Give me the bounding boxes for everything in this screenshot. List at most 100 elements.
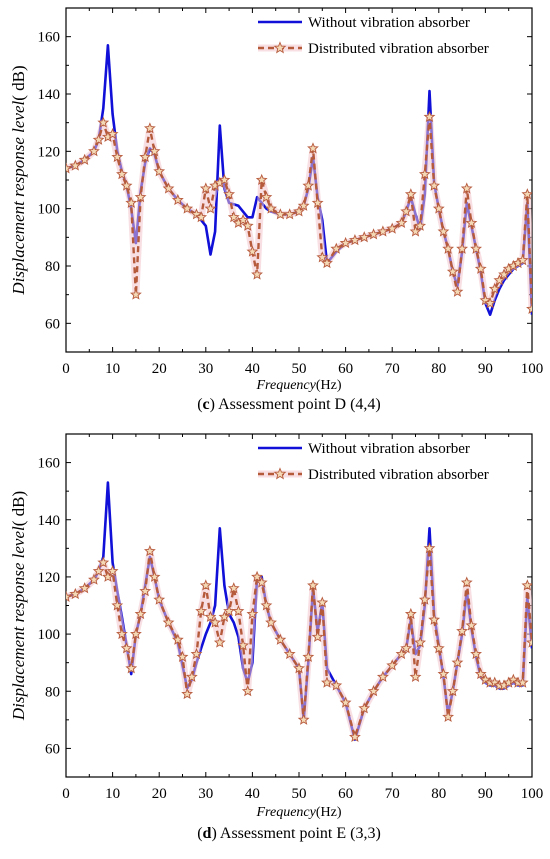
data-point-distributed-absorber [479,673,492,685]
panel-caption: (d) Assessment point E (3,3) [197,825,381,842]
data-point-distributed-absorber [134,190,147,203]
plot-frame [65,7,533,353]
x-tick-label: 40 [245,361,260,377]
data-point-distributed-absorber [526,636,532,648]
data-point-distributed-absorber [116,627,128,640]
data-point-distributed-absorber [311,196,324,208]
data-point-distributed-absorber [465,619,478,631]
data-point-distributed-absorber [66,590,72,602]
plot-area [66,43,532,317]
data-point-distributed-absorber [176,650,189,662]
legend-label-distributed-absorber: Distributed vibration absorber [308,467,489,483]
data-point-distributed-absorber [386,659,399,671]
data-point-distributed-absorber [446,265,459,277]
data-point-distributed-absorber [330,242,343,254]
data-point-distributed-absorber [227,211,240,223]
legend-label-distributed-absorber: Distributed vibration absorber [308,41,489,57]
data-point-distributed-absorber [395,216,408,229]
data-point-distributed-absorber [120,642,133,654]
data-point-distributed-absorber [437,225,450,237]
y-tick-label: 140 [38,513,61,529]
data-point-distributed-absorber [516,676,529,688]
data-point-distributed-absorber [78,582,91,594]
data-point-distributed-absorber [293,205,305,217]
data-point-distributed-absorber [423,110,436,122]
data-point-distributed-absorber [418,168,431,180]
data-point-distributed-absorber [265,616,277,628]
x-tick-label: 100 [521,786,544,802]
data-point-distributed-absorber [260,599,273,611]
data-point-distributed-absorber [339,696,352,708]
data-point-distributed-absorber [143,544,156,557]
data-point-distributed-absorber [134,607,147,620]
series-line-distributed-absorber [66,115,532,310]
y-tick-label: 120 [38,570,61,586]
data-point-distributed-absorber [148,145,161,157]
legend-label-without-absorber: Without vibration absorber [308,15,470,31]
data-point-distributed-absorber [474,262,487,274]
data-point-distributed-absorber [251,570,263,582]
data-point-distributed-absorber [521,579,532,591]
data-point-distributed-absorber [460,182,473,194]
x-tick-label: 20 [152,361,167,377]
data-point-distributed-absorber [516,254,529,266]
data-point-distributed-absorber [442,710,455,722]
data-point-distributed-absorber [232,605,245,617]
data-point-distributed-absorber [376,670,389,682]
x-tick-label: 80 [431,361,446,377]
data-point-distributed-absorber [367,228,380,240]
x-tick-label: 70 [385,361,400,377]
data-point-distributed-absorber [78,153,91,165]
x-tick-label: 50 [292,361,307,377]
x-tick-label: 90 [478,361,493,377]
data-point-distributed-absorber [246,607,259,620]
data-point-distributed-absorber [223,605,236,617]
data-point-distributed-absorber [195,211,208,223]
data-point-distributed-absorber [349,730,361,743]
data-point-distributed-absorber [88,145,100,157]
data-point-distributed-absorber [241,685,254,697]
data-point-distributed-absorber [162,182,175,194]
data-point-distributed-absorber [92,564,105,577]
data-point-distributed-absorber [241,219,254,231]
data-point-distributed-absorber [265,202,277,214]
data-point-distributed-absorber [139,150,152,163]
data-point-distributed-absorber [311,630,324,642]
x-tick-label: 100 [521,361,544,377]
y-axis-label: Displacement response level( dB) [9,65,28,295]
data-point-distributed-absorber [479,294,492,306]
data-point-distributed-absorber [321,256,333,269]
legend-marker-distributed-absorber [273,41,287,54]
data-point-distributed-absorber [293,662,305,674]
data-point-distributed-absorber [474,667,487,680]
data-point-distributed-absorber [227,582,240,594]
legend-label-without-absorber: Without vibration absorber [308,441,470,457]
data-point-distributed-absorber [153,593,166,605]
data-point-distributed-absorber [470,647,482,660]
data-point-distributed-absorber [209,616,222,628]
data-point-distributed-absorber [143,122,156,134]
y-tick-label: 60 [45,316,60,332]
data-point-distributed-absorber [307,142,319,154]
data-point-distributed-absorber [428,179,441,191]
data-point-distributed-absorber [437,667,450,680]
x-tick-label: 70 [385,786,400,802]
data-point-distributed-absorber [451,285,464,297]
data-point-distributed-absorber [395,647,408,660]
legend-marker-distributed-absorber [273,467,287,480]
x-tick-label: 80 [431,786,446,802]
data-point-distributed-absorber [190,208,203,220]
data-point-distributed-absorber [302,650,315,662]
data-point-distributed-absorber [106,127,119,140]
data-point-distributed-absorber [484,297,496,309]
data-point-distributed-absorber [418,593,431,605]
data-point-distributed-absorber [400,205,413,217]
plot-area [66,481,532,743]
x-axis-label: Frequency(Hz) [256,805,342,820]
data-point-distributed-absorber [349,233,361,246]
data-point-distributed-absorber [139,584,152,597]
data-point-distributed-absorber [218,173,231,186]
data-point-distributed-absorber [213,636,226,648]
data-point-distributed-absorber [307,579,319,591]
